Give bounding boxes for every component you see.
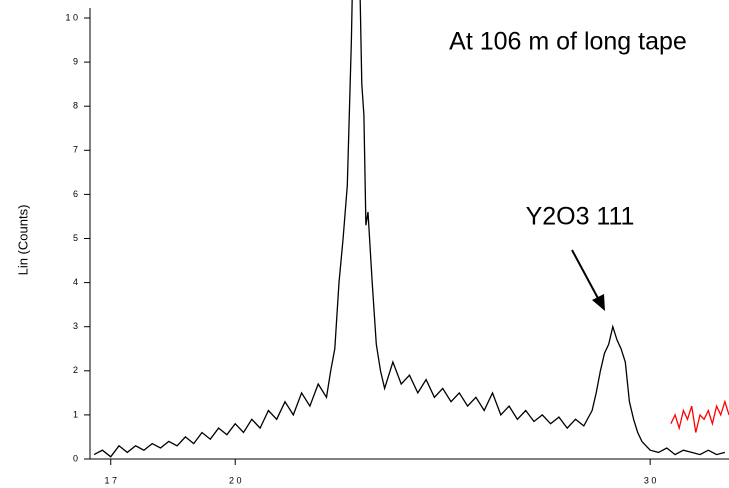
y-tick-label: 2 xyxy=(73,365,78,375)
annotation: Y2O3 111 xyxy=(526,203,635,231)
y-tick-label: 7 xyxy=(73,145,78,155)
y-tick-label: 4 xyxy=(73,277,78,287)
y-tick-label: 6 xyxy=(73,189,78,199)
y-tick-label: 8 xyxy=(73,101,78,111)
y-axis-label: Lin (Counts) xyxy=(15,205,30,276)
arrow xyxy=(571,249,605,311)
y-tick-label: 9 xyxy=(73,56,78,66)
data-line xyxy=(93,0,726,458)
x-tick-label: 3 0 xyxy=(644,475,657,485)
x-tick-label: 1 7 xyxy=(104,475,117,485)
y-tick-label: 0 xyxy=(73,453,78,463)
x-tick-label: 2 0 xyxy=(229,475,242,485)
annotation: At 106 m of long tape xyxy=(449,28,687,56)
plot-area xyxy=(93,0,729,458)
y-tick-label: 1 xyxy=(73,409,78,419)
y-tick-label: 1 0 xyxy=(65,12,78,22)
y-tick-label: 5 xyxy=(73,233,78,243)
data-line xyxy=(670,399,729,433)
y-tick-label: 3 xyxy=(73,321,78,331)
